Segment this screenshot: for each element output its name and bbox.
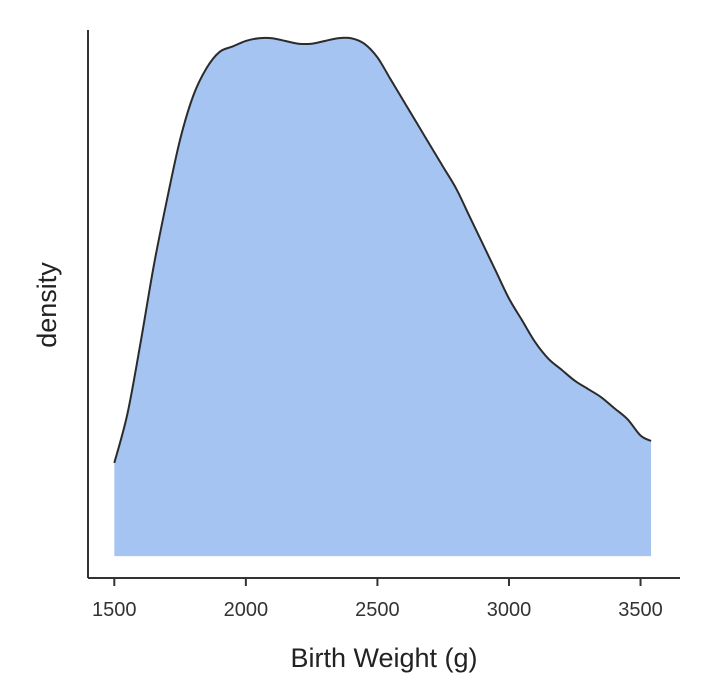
density-area <box>114 37 652 557</box>
density-curve <box>113 36 652 464</box>
y-axis-title: density <box>32 262 62 348</box>
x-tick-label: 3000 <box>487 599 532 621</box>
x-tick-label: 2000 <box>224 599 269 621</box>
axes: 1500 2000 2500 3000 3500 <box>87 30 680 621</box>
x-ticks: 1500 2000 2500 3000 3500 <box>92 578 663 621</box>
x-tick-label: 3500 <box>618 599 663 621</box>
plot-area <box>113 36 652 557</box>
x-tick-label: 1500 <box>92 599 137 621</box>
x-tick-label: 2500 <box>355 599 400 621</box>
x-axis-title: Birth Weight (g) <box>290 643 477 673</box>
